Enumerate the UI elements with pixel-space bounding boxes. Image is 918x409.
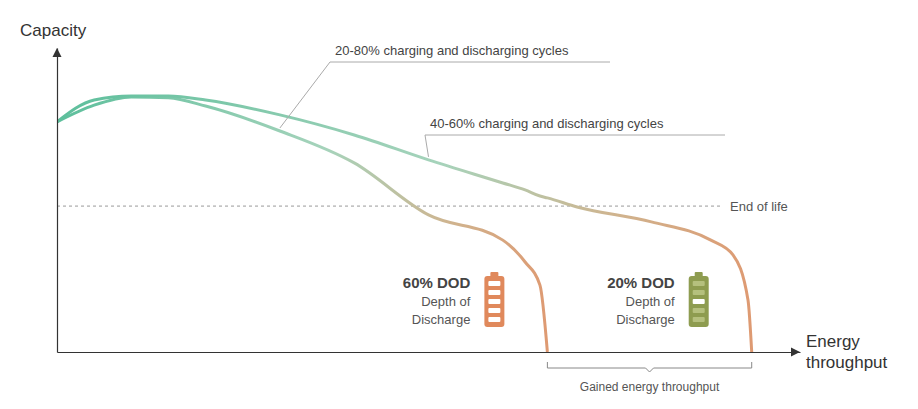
dod-title: 60% DOD [403,274,471,291]
y-axis-title: Capacity [20,21,87,40]
x-axis-title: Energythroughput [806,332,888,372]
chart: End of life Capacity Energythroughput 20-80… [0,0,918,409]
dod-title: 20% DOD [607,274,675,291]
span-label: Gained energy throughput [580,380,720,394]
y-axis-line [57,49,58,353]
x-axis-line [58,352,801,353]
dod-label: Depth ofDischarge [616,294,675,327]
x-axis [58,352,801,353]
capacity-line [57,96,752,352]
span-bracket [547,362,751,372]
y-axis-arrow [53,48,62,57]
series-label: 40-60% charging and discharging cycles [430,116,664,131]
plot-area [57,96,752,352]
y-axis [57,49,58,353]
battery-icon [689,272,709,327]
battery-icon [484,272,504,327]
end-of-life-label: End of life [730,199,788,214]
leader-line [425,135,725,157]
x-axis-arrow [791,348,800,357]
end-of-life-line [57,206,722,207]
dod-label: Depth ofDischarge [412,294,471,327]
series-label: 20-80% charging and discharging cycles [335,43,569,58]
